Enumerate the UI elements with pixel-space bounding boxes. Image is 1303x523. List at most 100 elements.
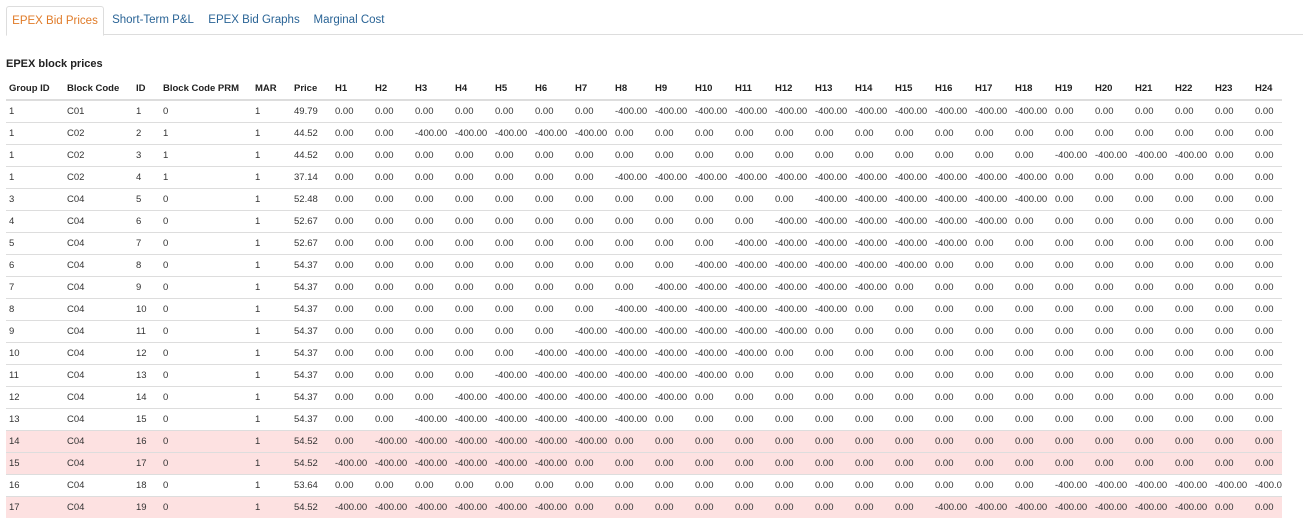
table-cell: -400.00 [612,408,652,431]
table-row[interactable]: 1 C02 2 1 1 44.52 0.00 0.00 -400.00 -400.00 -400.0… [6,122,1282,145]
table-cell: 0.00 [1092,188,1132,211]
table-row[interactable]: 5 C04 7 0 1 52.67 0.00 0.00 0.00 0.00 0.00 0.00 0.00… [6,232,1282,255]
table-cell: 0.00 [892,496,932,518]
table-cell: 0.00 [1012,430,1052,453]
column-header[interactable]: H9 [652,78,692,101]
table-row[interactable]: 15 C04 17 0 1 54.52 -400.00 -400.00 -400.00 -400.… [6,452,1282,475]
column-header[interactable]: H10 [692,78,732,101]
table-cell: 0.00 [1052,386,1092,409]
table-cell: 0.00 [972,122,1012,145]
table-cell: 0.00 [812,496,852,518]
table-cell: 0.00 [1252,430,1282,453]
table-row[interactable]: 7 C04 9 0 1 54.37 0.00 0.00 0.00 0.00 0.00 0.00 0.00… [6,276,1282,299]
column-header[interactable]: H8 [612,78,652,101]
column-header[interactable]: Price [291,78,332,101]
column-header[interactable]: H22 [1172,78,1212,101]
table-cell: 0.00 [1252,452,1282,475]
table-cell: 0.00 [1252,276,1282,299]
table-cell: 0.00 [972,254,1012,277]
table-cell: 0.00 [972,232,1012,255]
table-cell: 0.00 [1212,122,1252,145]
table-cell: 1 [252,364,291,387]
column-header[interactable]: H13 [812,78,852,101]
table-cell: 0.00 [772,430,812,453]
table-row[interactable]: 14 C04 16 0 1 54.52 0.00 -400.00 -400.00 -400.00-… [6,430,1282,453]
table-row[interactable]: 9 C04 11 0 1 54.37 0.00 0.00 0.00 0.00 0.00 0.00 -40… [6,320,1282,343]
column-header[interactable]: H12 [772,78,812,101]
table-cell: 0.00 [1172,166,1212,189]
table-cell: 11 [133,320,160,343]
table-row[interactable]: 11 C04 13 0 1 54.37 0.00 0.00 0.00 0.00 -400.00 -40… [6,364,1282,387]
column-header[interactable]: H14 [852,78,892,101]
table-cell: -400.00 [572,408,612,431]
column-header[interactable]: H16 [932,78,972,101]
table-cell: 0.00 [652,232,692,255]
table-row[interactable]: 3 C04 5 0 1 52.48 0.00 0.00 0.00 0.00 0.00 0.00 0.00… [6,188,1282,211]
table-cell: 0.00 [652,144,692,167]
column-header[interactable]: H7 [572,78,612,101]
table-cell: 0.00 [1092,254,1132,277]
table-cell: 0.00 [812,386,852,409]
column-header[interactable]: H19 [1052,78,1092,101]
table-cell: -400.00 [412,122,452,145]
table-row[interactable]: 16 C04 18 0 1 53.64 0.00 0.00 0.00 0.00 0.00 0.00 0.… [6,474,1282,497]
table-cell: 0.00 [732,452,772,475]
column-header[interactable]: H15 [892,78,932,101]
column-header[interactable]: Block Code [64,78,133,101]
table-row[interactable]: 4 C04 6 0 1 52.67 0.00 0.00 0.00 0.00 0.00 0.00 0.00… [6,210,1282,233]
table-cell: 0.00 [572,232,612,255]
table-cell: 0.00 [972,474,1012,497]
table-row[interactable]: 10 C04 12 0 1 54.37 0.00 0.00 0.00 0.00 0.00 -400.0… [6,342,1282,365]
column-header[interactable]: H11 [732,78,772,101]
table-cell: 0 [160,232,252,255]
table-cell: 0.00 [492,298,532,321]
table-cell: 0.00 [652,210,692,233]
column-header[interactable]: H5 [492,78,532,101]
column-header[interactable]: H23 [1212,78,1252,101]
table-cell: 0.00 [532,232,572,255]
column-header[interactable]: MAR [252,78,291,101]
tab-marginal-cost[interactable]: Marginal Cost [313,14,385,26]
table-cell: 0.00 [972,452,1012,475]
table-row[interactable]: 1 C02 4 1 1 37.14 0.00 0.00 0.00 0.00 0.00 0.00 0.00… [6,166,1282,189]
tab-short-term-pnl[interactable]: Short-Term P&L [112,14,194,26]
table-cell: -400.00 [972,166,1012,189]
table-cell: C04 [64,474,133,497]
column-header[interactable]: H20 [1092,78,1132,101]
table-cell: 0.00 [932,430,972,453]
column-header[interactable]: H3 [412,78,452,101]
table-cell: C04 [64,276,133,299]
table-cell: 54.37 [291,364,332,387]
table-cell: 0.00 [1252,254,1282,277]
table-row[interactable]: 12 C04 14 0 1 54.37 0.00 0.00 0.00 -400.00 -400.00… [6,386,1282,409]
table-row[interactable]: 13 C04 15 0 1 54.37 0.00 0.00 -400.00 -400.00 -400… [6,408,1282,431]
column-header[interactable]: ID [133,78,160,101]
table-cell: 0.00 [1132,99,1172,123]
table-cell: 0.00 [492,320,532,343]
table-cell: 0.00 [532,276,572,299]
column-header[interactable]: H24 [1252,78,1282,101]
column-header[interactable]: H21 [1132,78,1172,101]
column-header[interactable]: H2 [372,78,412,101]
table-cell: 0.00 [812,320,852,343]
tab-epex-bid-prices[interactable]: EPEX Bid Prices [6,6,104,36]
table-row[interactable]: 6 C04 8 0 1 54.37 0.00 0.00 0.00 0.00 0.00 0.00 0.00… [6,254,1282,277]
table-row[interactable]: 1 C02 3 1 1 44.52 0.00 0.00 0.00 0.00 0.00 0.00 0.00… [6,144,1282,167]
table-cell: 0.00 [652,122,692,145]
table-cell: -400.00 [572,122,612,145]
column-header[interactable]: H6 [532,78,572,101]
table-cell: 0.00 [452,474,492,497]
column-header[interactable]: Block Code PRM [160,78,252,101]
table-row[interactable]: 1 C01 1 0 1 49.79 0.00 0.00 0.00 0.00 0.00 0.00 0.00… [6,99,1282,123]
column-header[interactable]: H1 [332,78,372,101]
column-header[interactable]: H17 [972,78,1012,101]
column-header[interactable]: Group ID [6,78,64,101]
column-header[interactable]: H18 [1012,78,1052,101]
table-cell: -400.00 [452,430,492,453]
column-header[interactable]: H4 [452,78,492,101]
table-cell: 1 [160,144,252,167]
table-cell: C04 [64,386,133,409]
table-row[interactable]: 17 C04 19 0 1 54.52 -400.00 -400.00 -400.00 -400.… [6,496,1282,518]
tab-epex-bid-graphs[interactable]: EPEX Bid Graphs [208,14,300,26]
table-row[interactable]: 8 C04 10 0 1 54.37 0.00 0.00 0.00 0.00 0.00 0.00 0.0… [6,298,1282,321]
